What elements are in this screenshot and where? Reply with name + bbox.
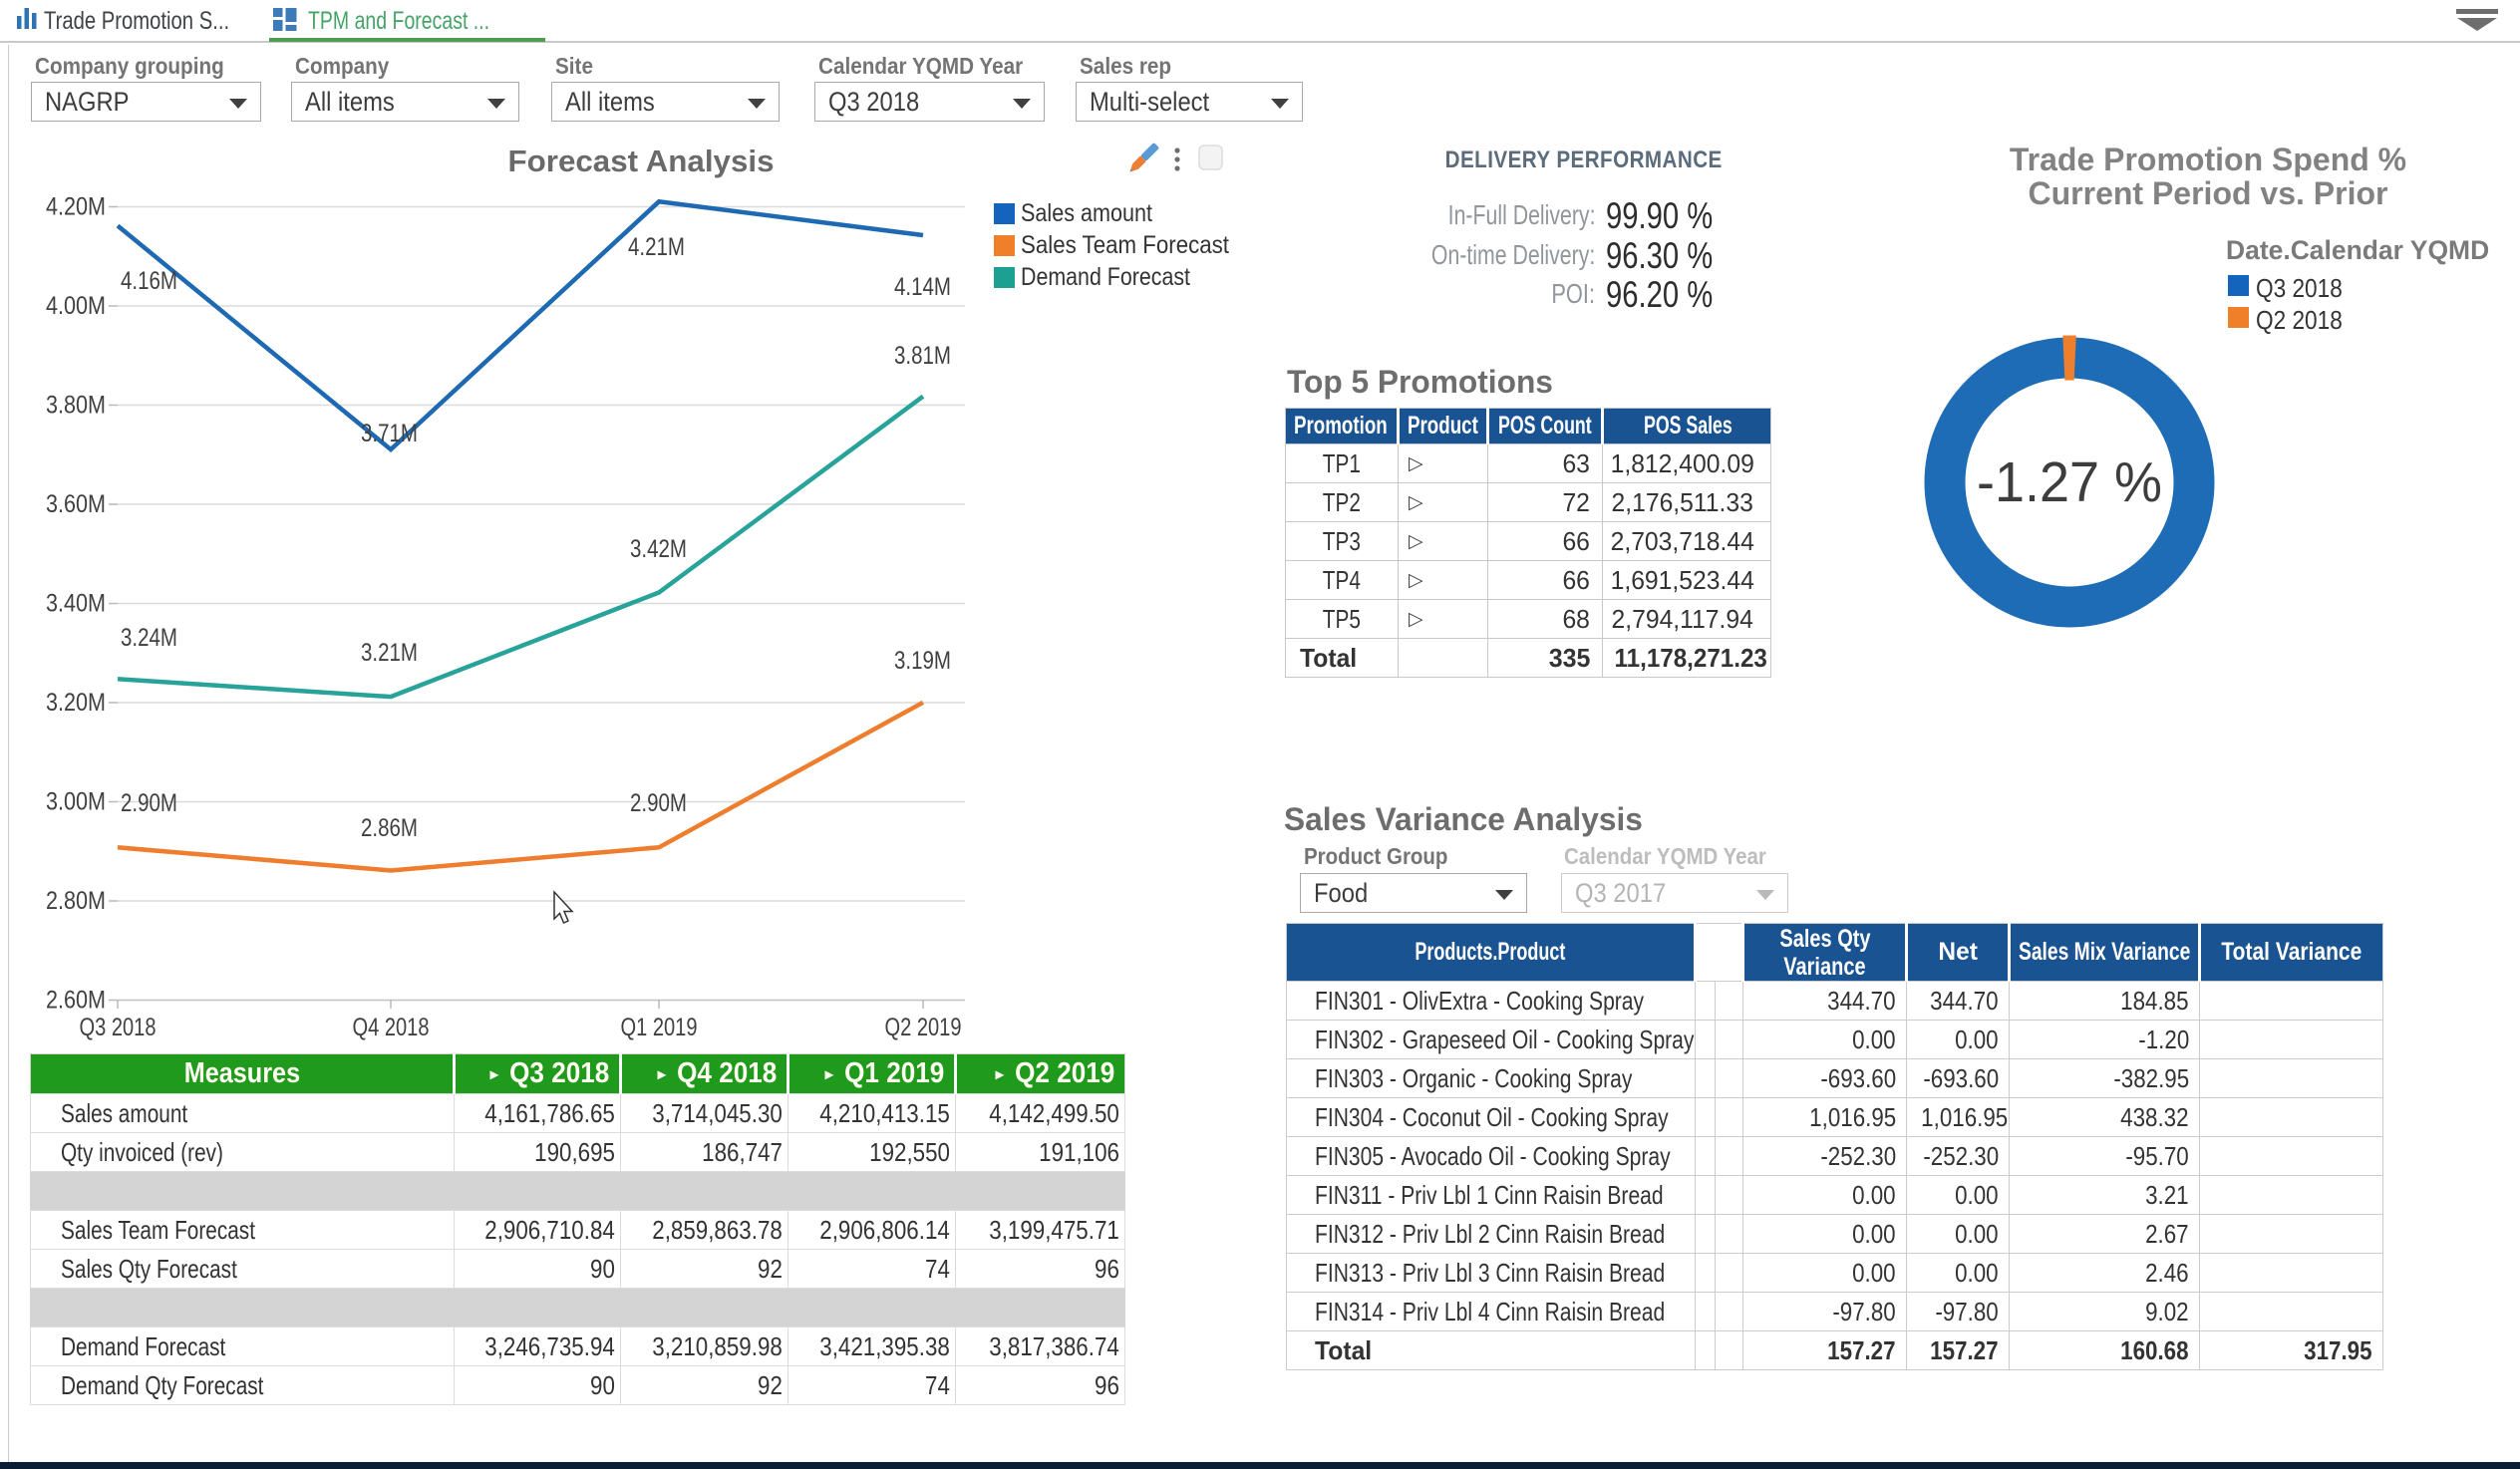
svg-text:3.20M: 3.20M (46, 689, 106, 717)
svg-text:4.16M: 4.16M (121, 267, 177, 295)
svg-text:4.21M: 4.21M (628, 233, 685, 261)
svg-text:2.86M: 2.86M (361, 814, 418, 842)
svg-text:Q1 2019: Q1 2019 (621, 1014, 698, 1041)
svg-text:3.81M: 3.81M (894, 342, 951, 370)
svg-text:3.42M: 3.42M (630, 535, 687, 563)
svg-text:Q3 2018: Q3 2018 (80, 1014, 157, 1041)
svg-text:3.24M: 3.24M (121, 624, 177, 652)
svg-text:Sales amount: Sales amount (1021, 199, 1152, 227)
svg-text:Q2 2019: Q2 2019 (885, 1014, 962, 1041)
svg-text:Q4 2018: Q4 2018 (353, 1014, 430, 1041)
svg-text:Demand Forecast: Demand Forecast (1021, 263, 1190, 291)
svg-text:3.71M: 3.71M (361, 420, 418, 447)
svg-text:4.20M: 4.20M (46, 193, 106, 221)
svg-text:2.90M: 2.90M (630, 789, 687, 817)
svg-text:Forecast Analysis: Forecast Analysis (508, 144, 775, 178)
svg-text:2.80M: 2.80M (46, 887, 106, 915)
svg-text:4.00M: 4.00M (46, 292, 106, 320)
svg-text:3.19M: 3.19M (894, 647, 951, 675)
svg-text:4.14M: 4.14M (894, 273, 951, 301)
svg-text:-1.27 %: -1.27 % (1977, 450, 2162, 514)
svg-text:2.90M: 2.90M (121, 789, 177, 817)
svg-text:3.80M: 3.80M (46, 392, 106, 420)
svg-text:3.21M: 3.21M (361, 639, 418, 667)
svg-text:3.00M: 3.00M (46, 788, 106, 816)
svg-text:2.60M: 2.60M (46, 987, 106, 1015)
svg-text:Sales Team Forecast: Sales Team Forecast (1021, 231, 1229, 259)
svg-text:3.40M: 3.40M (46, 590, 106, 618)
svg-text:3.60M: 3.60M (46, 490, 106, 518)
